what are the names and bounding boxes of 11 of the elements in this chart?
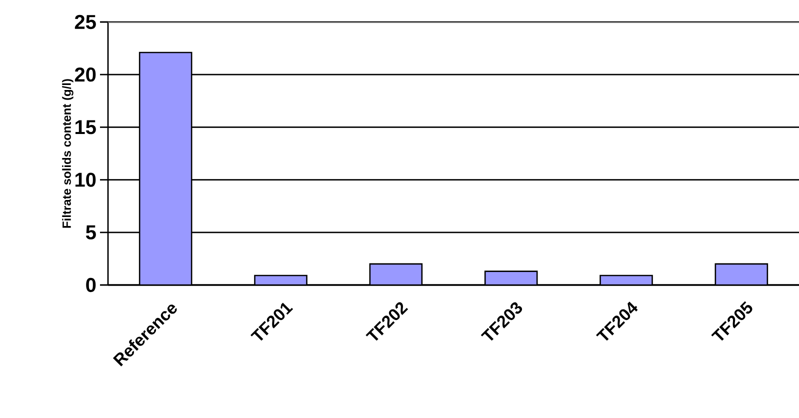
y-tick-label: 15: [75, 120, 96, 134]
bar: [369, 263, 423, 285]
y-tick-label: 25: [74, 14, 96, 30]
y-tick-label: 20: [74, 68, 96, 82]
bar: [138, 52, 192, 285]
bar: [714, 263, 768, 285]
bar: [485, 271, 538, 285]
y-tick-label: 10: [75, 172, 96, 187]
y-axis-title: Filtrate solids content (g/l): [62, 79, 74, 228]
y-tick-label: 0: [86, 278, 96, 292]
y-tick-label: 5: [86, 225, 96, 240]
